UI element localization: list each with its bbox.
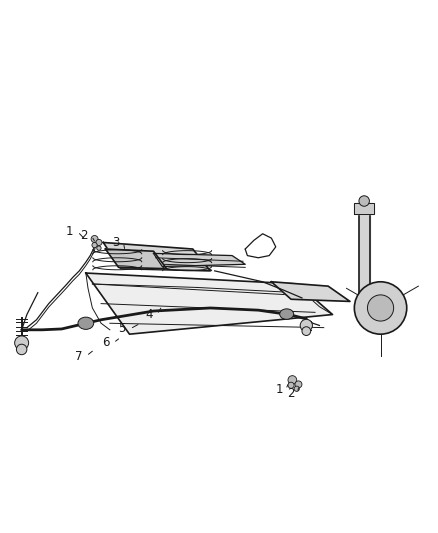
Circle shape bbox=[354, 282, 407, 334]
Circle shape bbox=[16, 344, 27, 354]
Ellipse shape bbox=[78, 317, 94, 329]
Text: 6: 6 bbox=[102, 336, 109, 350]
Polygon shape bbox=[153, 253, 245, 266]
Circle shape bbox=[14, 336, 28, 350]
Circle shape bbox=[367, 295, 394, 321]
Polygon shape bbox=[86, 273, 332, 334]
Circle shape bbox=[288, 382, 294, 389]
Text: 1: 1 bbox=[66, 225, 74, 238]
Ellipse shape bbox=[280, 309, 293, 319]
Circle shape bbox=[92, 243, 97, 248]
Circle shape bbox=[91, 236, 98, 243]
Text: 3: 3 bbox=[112, 236, 119, 249]
Text: 1: 1 bbox=[276, 383, 283, 396]
Polygon shape bbox=[272, 282, 350, 302]
Circle shape bbox=[294, 386, 299, 391]
Polygon shape bbox=[103, 243, 210, 271]
Text: 7: 7 bbox=[74, 350, 82, 362]
Text: 4: 4 bbox=[145, 308, 153, 321]
Text: 2: 2 bbox=[80, 229, 88, 243]
Text: 5: 5 bbox=[118, 322, 126, 335]
Circle shape bbox=[359, 196, 369, 206]
Circle shape bbox=[302, 327, 311, 335]
Text: 2: 2 bbox=[287, 386, 295, 400]
Polygon shape bbox=[106, 249, 166, 269]
Circle shape bbox=[300, 319, 312, 332]
Circle shape bbox=[97, 246, 101, 251]
Circle shape bbox=[288, 376, 297, 384]
Polygon shape bbox=[354, 203, 374, 214]
Circle shape bbox=[96, 239, 102, 246]
Circle shape bbox=[295, 381, 302, 388]
Polygon shape bbox=[359, 214, 370, 310]
